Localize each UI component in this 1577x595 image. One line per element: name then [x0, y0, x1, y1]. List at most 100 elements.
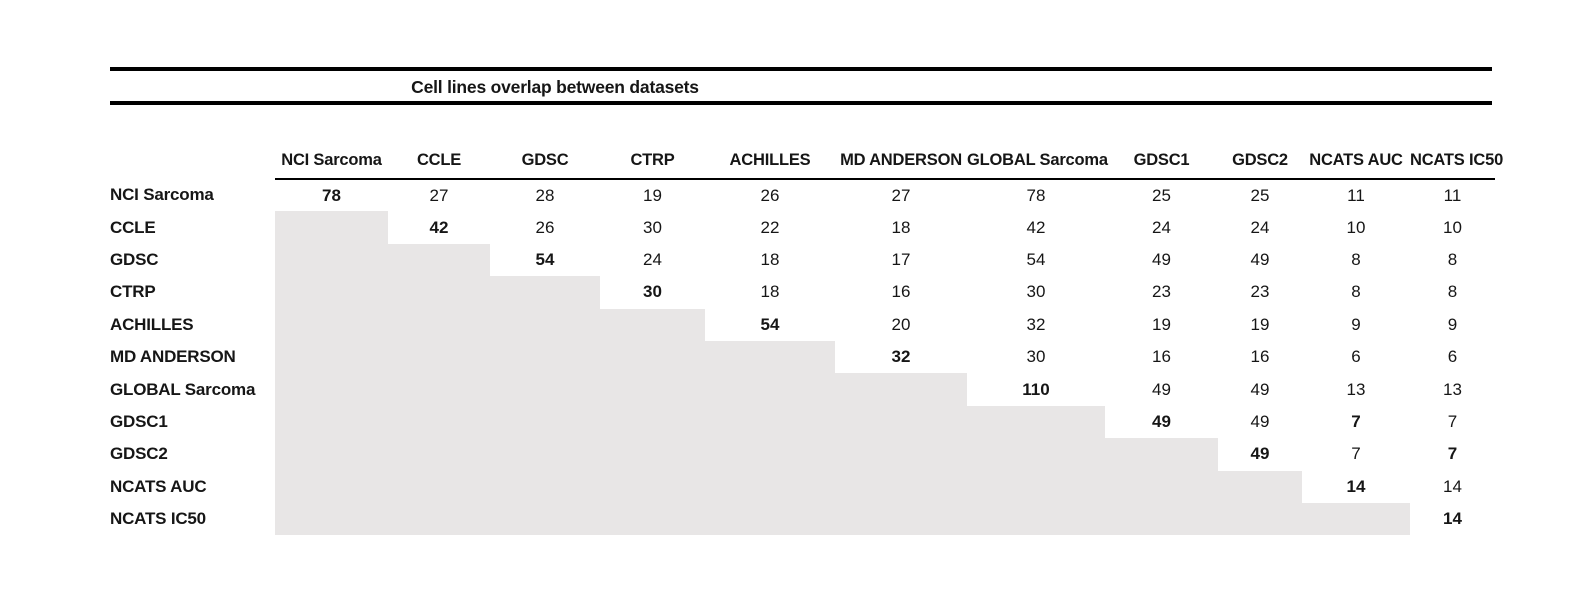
shaded-cell [600, 470, 705, 503]
overlap-cell: 7 [1351, 444, 1361, 464]
overlap-cell: 30 [643, 217, 662, 237]
shaded-cell [1105, 502, 1218, 536]
row-label-ctrp: CTRP [110, 282, 156, 302]
overlap-cell: 30 [643, 282, 662, 302]
overlap-cell: 8 [1351, 282, 1361, 302]
shaded-cell [275, 502, 388, 536]
shaded-cell [1105, 438, 1218, 471]
column-header-ctrp: CTRP [600, 132, 705, 180]
column-header-ncats-auc: NCATS AUC [1302, 132, 1410, 180]
row-label-ncats-auc: NCATS AUC [110, 476, 207, 496]
column-header-gdsc2: GDSC2 [1218, 132, 1302, 180]
overlap-cell: 49 [1250, 379, 1270, 399]
shaded-cell [705, 340, 835, 374]
overlap-cell: 16 [891, 282, 911, 302]
row-label-achilles: ACHILLES [110, 314, 194, 334]
overlap-cell: 14 [1346, 476, 1366, 496]
overlap-cell: 49 [1152, 249, 1171, 269]
row-label-gdsc1: GDSC1 [110, 411, 168, 431]
table-title: Cell lines overlap between datasets [411, 77, 699, 97]
overlap-cell: 8 [1351, 249, 1361, 269]
row-label-gdsc: GDSC [110, 249, 159, 269]
overlap-cell: 42 [429, 217, 449, 237]
shaded-cell [835, 438, 967, 471]
shaded-cell [388, 502, 490, 536]
table-row-ncats-ic50: NCATS IC50 14 [110, 502, 1495, 536]
table-row-gdsc: GDSC 54 24 18 17 54 49 49 8 8 [110, 243, 1495, 277]
table-body: NCI Sarcoma 78 27 28 19 26 27 78 25 25 11 11 CCLE 42 2… [110, 179, 1495, 536]
overlap-cell: 27 [891, 185, 911, 205]
corner-cell [110, 132, 275, 179]
overlap-cell: 10 [1346, 217, 1366, 237]
column-header-ccle: CCLE [388, 132, 490, 180]
column-header-gdsc: GDSC [490, 132, 600, 180]
table-row-global-sarcoma: GLOBAL Sarcoma 110 49 49 13 13 [110, 373, 1495, 406]
overlap-cell: 6 [1447, 347, 1458, 367]
shaded-cell [600, 502, 705, 536]
shaded-cell [275, 211, 388, 244]
shaded-cell [388, 276, 490, 309]
overlap-cell: 10 [1443, 217, 1462, 237]
row-label-ccle: CCLE [110, 217, 156, 237]
overlap-cell: 25 [1152, 185, 1171, 205]
column-header-md-anderson: MD ANDERSON [835, 132, 967, 180]
overlap-cell: 49 [1250, 249, 1270, 269]
shaded-cell [967, 438, 1105, 471]
overlap-cell: 49 [1152, 379, 1171, 399]
overlap-cell: 27 [429, 185, 449, 205]
shaded-cell [490, 405, 600, 439]
overlap-cell: 8 [1447, 249, 1458, 269]
row-label-nci-sarcoma: NCI Sarcoma [110, 185, 214, 205]
shaded-cell [1302, 502, 1410, 536]
overlap-cell: 78 [322, 185, 341, 205]
overlap-cell: 25 [1250, 185, 1270, 205]
overlap-cell: 78 [1026, 185, 1046, 205]
overlap-cell: 110 [1022, 379, 1050, 399]
shaded-cell [275, 438, 388, 471]
shaded-cell [705, 438, 835, 471]
shaded-cell [388, 308, 490, 341]
shaded-cell [490, 308, 600, 341]
column-header-ncats-ic50: NCATS IC50 [1410, 132, 1503, 180]
table-header: NCI Sarcoma CCLE GDSC CTRP ACHILLES MD ANDERS… [110, 132, 1503, 180]
overlap-matrix-table: NCI Sarcoma CCLE GDSC CTRP ACHILLES MD ANDERS… [110, 132, 1503, 536]
shaded-cell [967, 405, 1105, 439]
shaded-cell [600, 308, 705, 341]
shaded-cell [275, 308, 388, 341]
shaded-cell [490, 276, 600, 309]
shaded-cell [835, 502, 967, 536]
shaded-cell [275, 276, 388, 309]
overlap-cell: 28 [535, 185, 555, 205]
overlap-cell: 8 [1447, 282, 1458, 302]
overlap-cell: 14 [1443, 509, 1462, 529]
shaded-cell [275, 340, 388, 374]
overlap-cell: 6 [1351, 347, 1361, 367]
overlap-cell: 32 [1026, 314, 1046, 334]
header-row: NCI Sarcoma CCLE GDSC CTRP ACHILLES MD ANDERS… [110, 132, 1503, 180]
shaded-cell [275, 405, 388, 439]
shaded-cell [705, 470, 835, 503]
overlap-cell: 7 [1447, 411, 1458, 431]
overlap-cell: 16 [1152, 347, 1171, 367]
overlap-cell: 18 [760, 282, 780, 302]
overlap-cell: 19 [1250, 314, 1270, 334]
shaded-cell [388, 373, 490, 406]
overlap-cell: 24 [643, 249, 662, 269]
overlap-cell: 18 [760, 249, 780, 269]
table-row-ncats-auc: NCATS AUC 14 14 [110, 470, 1495, 503]
overlap-cell: 26 [535, 217, 555, 237]
row-label-md-anderson: MD ANDERSON [110, 347, 236, 367]
title-bottom-rule [110, 101, 1492, 105]
overlap-cell: 23 [1250, 282, 1270, 302]
shaded-cell [275, 470, 388, 503]
overlap-cell: 20 [891, 314, 911, 334]
overlap-cell: 54 [1026, 249, 1046, 269]
shaded-cell [600, 405, 705, 439]
column-header-achilles: ACHILLES [705, 132, 835, 180]
shaded-cell [388, 405, 490, 439]
column-header-global-sarcoma: GLOBAL Sarcoma [967, 132, 1108, 180]
shaded-cell [705, 405, 835, 439]
shaded-cell [705, 373, 835, 406]
overlap-cell: 13 [1346, 379, 1366, 399]
